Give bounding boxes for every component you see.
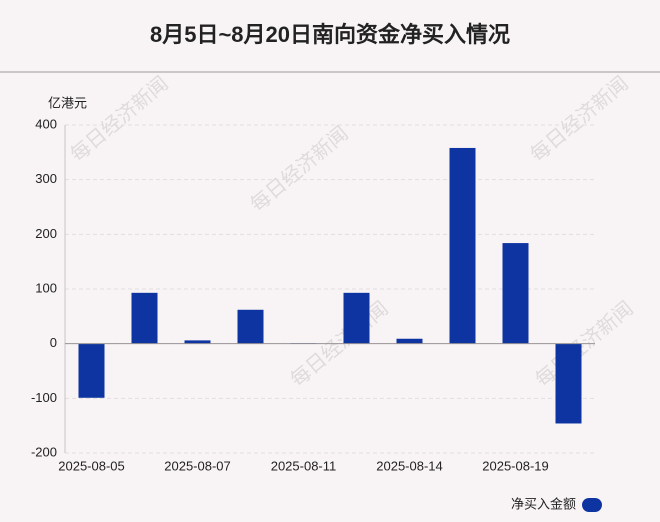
bar — [237, 309, 264, 344]
x-tick-label: 2025-08-05 — [58, 458, 125, 473]
y-tick-label: 100 — [35, 280, 57, 295]
y-tick-label: 400 — [35, 116, 57, 131]
bar — [78, 343, 105, 398]
bar — [343, 292, 370, 344]
x-tick-label: 2025-08-14 — [376, 458, 443, 473]
y-tick-label: 0 — [50, 335, 57, 350]
bar — [555, 343, 582, 424]
y-tick-label: -200 — [31, 444, 57, 459]
y-tick-label: -100 — [31, 390, 57, 405]
legend-label: 净买入金额 — [511, 496, 576, 511]
y-tick-label: 200 — [35, 226, 57, 241]
bar — [502, 243, 529, 344]
bar — [449, 147, 476, 344]
chart-title: 8月5日~8月20日南向资金净买入情况 — [150, 22, 510, 47]
x-tick-label: 2025-08-19 — [482, 458, 549, 473]
legend-swatch — [582, 498, 602, 512]
bar — [396, 338, 423, 344]
y-unit: 亿港元 — [48, 95, 87, 110]
bar — [184, 340, 211, 344]
y-tick-label: 300 — [35, 171, 57, 186]
x-tick-label: 2025-08-07 — [164, 458, 231, 473]
x-tick-label: 2025-08-11 — [271, 458, 337, 473]
bar — [131, 292, 158, 344]
